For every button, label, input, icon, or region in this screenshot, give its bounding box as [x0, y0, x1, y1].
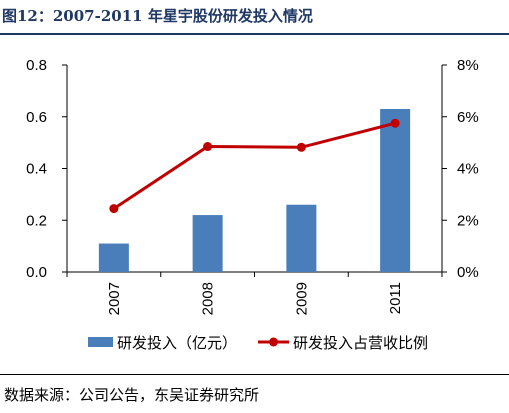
left-tick-label: 0.4: [26, 161, 47, 178]
right-tick-label: 4%: [457, 161, 479, 178]
source-bar: 数据来源：公司公告，东吴证券研究所: [0, 372, 509, 413]
right-tick-label: 8%: [457, 57, 479, 74]
x-tick-label: 2008: [200, 282, 217, 315]
right-tick-label: 0%: [457, 264, 479, 281]
left-tick-label: 0.2: [26, 212, 47, 229]
right-tick-label: 2%: [457, 212, 479, 229]
source-divider: [0, 374, 509, 375]
right-tick-label: 6%: [457, 109, 479, 126]
x-tick-label: 2011: [387, 282, 404, 314]
line-point: [109, 204, 119, 214]
bar: [380, 108, 411, 272]
x-tick-label: 2009: [293, 282, 310, 315]
x-tick-label: 2007: [106, 282, 123, 315]
chart-container: 0.0 0.2 0.4 0.6 0.8 0% 2% 4% 6% 8% 2007 2008 2009 201…: [0, 36, 509, 376]
title-bar: 图12：2007-2011 年星宇股份研发投入情况: [0, 0, 509, 35]
figure-title: 图12：2007-2011 年星宇股份研发投入情况: [2, 7, 313, 25]
left-tick-label: 0.6: [26, 109, 47, 126]
left-tick-label: 0.8: [26, 57, 47, 74]
bar: [98, 243, 129, 272]
line-series: [113, 121, 396, 210]
left-tick-label: 0.0: [26, 264, 47, 281]
title-divider: [0, 33, 509, 35]
bar: [192, 215, 223, 272]
legend-bar-label: 研发投入（亿元）: [117, 335, 237, 352]
legend-line-marker: [269, 337, 278, 347]
bar: [286, 204, 317, 272]
line-point: [390, 118, 400, 128]
legend-bar-swatch: [88, 337, 113, 347]
line-point: [296, 142, 306, 152]
combo-chart: 0.0 0.2 0.4 0.6 0.8 0% 2% 4% 6% 8% 2007 2008 2009 201…: [26, 57, 479, 352]
source-note: 数据来源：公司公告，东吴证券研究所: [4, 386, 260, 404]
legend-line-label: 研发投入占营收比例: [293, 335, 428, 352]
line-point: [203, 142, 213, 152]
